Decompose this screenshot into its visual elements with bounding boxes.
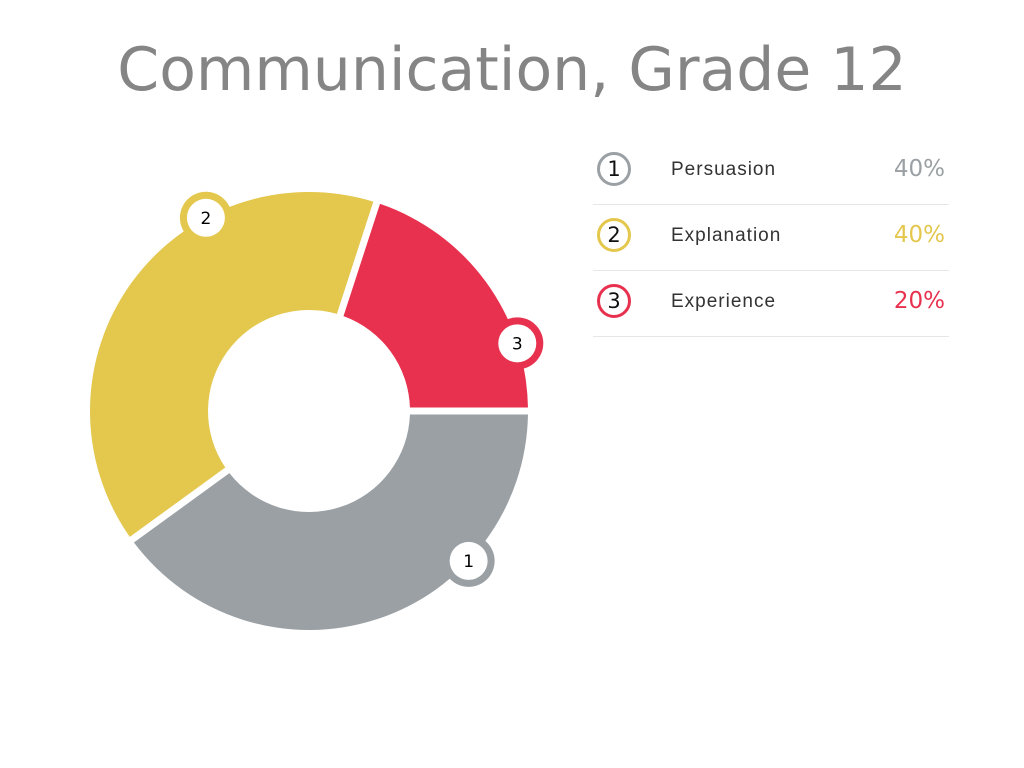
legend-label: Persuasion (671, 159, 777, 180)
legend-badge: 2 (597, 218, 631, 252)
legend-badge: 1 (597, 152, 631, 186)
legend-item-experience: 3 Experience 20% (593, 271, 949, 337)
legend-badge: 3 (597, 284, 631, 318)
slice-marker-2: 2 (179, 191, 232, 244)
donut-slice-persuasion (133, 414, 528, 630)
slice-marker-1: 1 (442, 534, 495, 587)
legend-item-explanation: 2 Explanation 40% (593, 205, 949, 271)
slice-marker-label: 3 (512, 334, 523, 354)
donut-slice-experience (343, 203, 528, 408)
slice-marker-3: 3 (491, 317, 544, 370)
slice-marker-center (449, 541, 488, 580)
donut-slice-explanation (90, 191, 374, 537)
slice-marker-center (186, 198, 225, 237)
slice-marker-center (498, 324, 537, 363)
donut-chart: 1 2 3 (90, 191, 544, 630)
chart-title: Communication, Grade 12 (117, 35, 907, 105)
legend-label: Experience (671, 291, 777, 312)
donut-slices (90, 191, 528, 630)
legend: 1 Persuasion 40% 2 Explanation 40% 3 Exp… (593, 139, 949, 337)
slice-marker-label: 1 (463, 552, 474, 572)
slice-markers: 1 2 3 (179, 191, 544, 587)
legend-item-persuasion: 1 Persuasion 40% (593, 139, 949, 205)
slice-marker-label: 2 (201, 209, 212, 229)
legend-value: 40% (893, 156, 945, 182)
legend-value: 20% (893, 288, 945, 314)
legend-value: 40% (893, 222, 945, 248)
legend-label: Explanation (671, 225, 782, 246)
